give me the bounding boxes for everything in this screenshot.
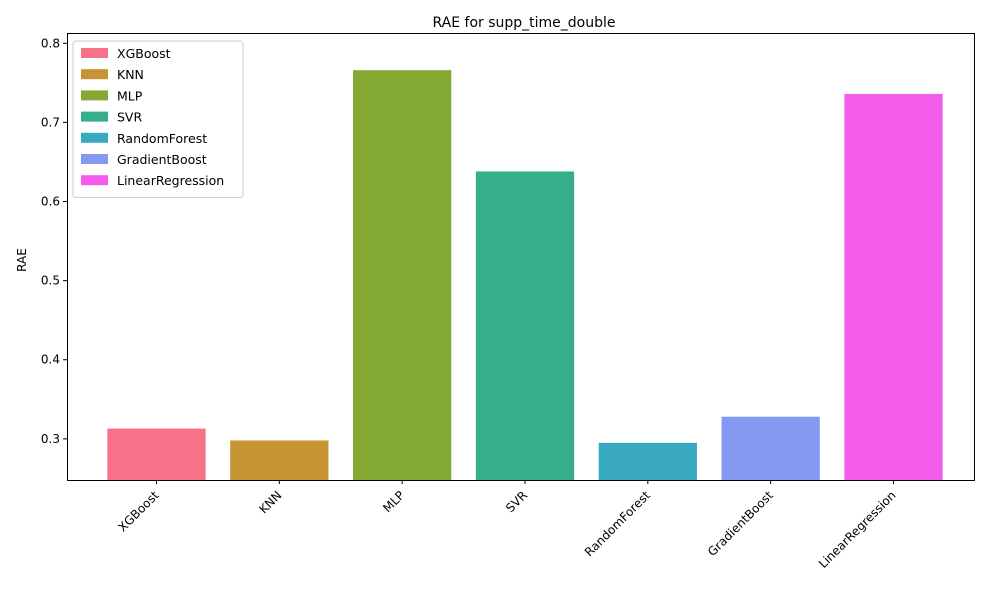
bar-mlp bbox=[353, 70, 452, 480]
y-axis-label: RAE bbox=[15, 248, 29, 272]
legend-label: XGBoost bbox=[117, 46, 171, 61]
x-tick-label: GradientBoost bbox=[705, 488, 776, 559]
legend-box bbox=[72, 40, 244, 198]
x-tick-label: MLP bbox=[380, 488, 407, 515]
chart-title: RAE for supp_time_double bbox=[432, 15, 615, 31]
legend-swatch bbox=[81, 48, 108, 58]
y-axis-ticks: 0.3 0.4 0.5 0.6 0.7 0.8 bbox=[41, 36, 67, 446]
legend-label: LinearRegression bbox=[117, 173, 224, 188]
legend-label: KNN bbox=[117, 67, 144, 82]
x-tick-label: SVR bbox=[503, 488, 530, 515]
legend-swatch bbox=[81, 132, 108, 143]
bar-xgboost bbox=[107, 428, 206, 480]
legend-swatch bbox=[81, 111, 108, 122]
bar-randomforest bbox=[598, 442, 697, 480]
bar-linearregression bbox=[844, 93, 943, 481]
y-tick-label: 0.7 bbox=[41, 115, 60, 129]
y-tick-label: 0.5 bbox=[41, 274, 60, 288]
legend-swatch bbox=[81, 154, 108, 164]
legend-label: MLP bbox=[117, 88, 143, 103]
y-tick-label: 0.8 bbox=[41, 36, 60, 50]
x-tick-label: LinearRegression bbox=[816, 488, 899, 571]
legend-swatch bbox=[81, 90, 108, 101]
y-tick-label: 0.6 bbox=[41, 195, 60, 209]
y-tick-label: 0.3 bbox=[41, 432, 60, 446]
legend-swatch bbox=[81, 175, 108, 186]
legend: XGBoost KNN MLP SVR RandomForest GradientBoos… bbox=[72, 40, 244, 198]
bar-svr bbox=[475, 171, 575, 480]
x-axis-ticks: XGBoost KNN MLP SVR RandomForest GradientBoos… bbox=[115, 480, 899, 571]
legend-label: GradientBoost bbox=[117, 152, 207, 167]
legend-label: SVR bbox=[117, 110, 142, 125]
x-tick-label: XGBoost bbox=[115, 488, 161, 534]
x-tick-label: KNN bbox=[256, 488, 284, 516]
bar-gradientboost bbox=[721, 416, 820, 480]
y-tick-label: 0.4 bbox=[41, 353, 60, 367]
legend-swatch bbox=[81, 69, 108, 80]
bar-knn bbox=[230, 440, 329, 480]
x-tick-label: RandomForest bbox=[582, 488, 653, 559]
bars-layer bbox=[107, 70, 943, 481]
plot-frame bbox=[67, 33, 975, 481]
legend-label: RandomForest bbox=[117, 131, 207, 146]
